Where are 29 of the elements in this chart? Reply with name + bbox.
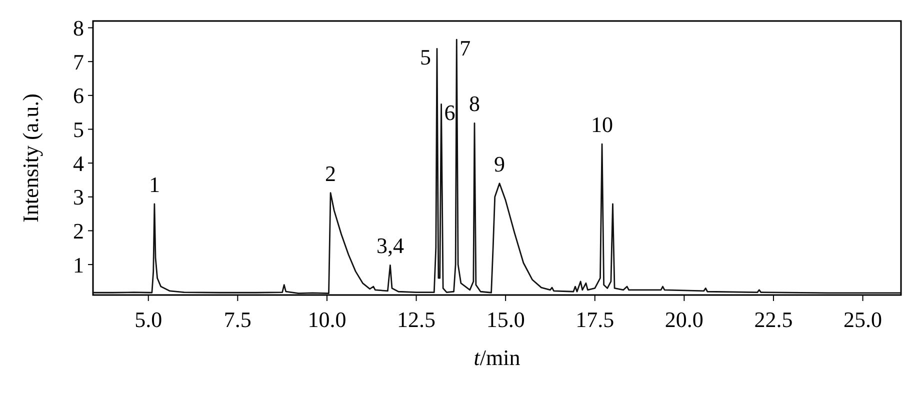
- y-tick-label: 3: [73, 184, 84, 210]
- y-axis-title: Intensity (a.u.): [18, 94, 43, 222]
- x-tick-label: 7.5: [224, 307, 252, 332]
- y-tick-label: 7: [73, 49, 84, 74]
- x-tick-label: 15.0: [486, 307, 525, 332]
- x-tick-label: 10.0: [308, 307, 346, 332]
- annotation: 1: [148, 172, 160, 198]
- line-series: [92, 38, 902, 294]
- x-tick-label: 25.0: [844, 307, 882, 332]
- y-tick-label: 2: [73, 218, 84, 244]
- y-tick-label: 1: [73, 252, 84, 278]
- y-tick-label: 4: [73, 150, 84, 176]
- annotation: 10: [591, 112, 614, 138]
- x-axis-title: t/min: [474, 345, 520, 370]
- x-tick-label: 17.5: [576, 307, 614, 332]
- annotation: 5: [420, 44, 431, 70]
- annotation: 9: [494, 151, 505, 176]
- x-tick-label: 12.5: [397, 307, 436, 332]
- y-tick-label: 6: [73, 83, 84, 108]
- annotation: 3,4: [376, 233, 404, 258]
- y-tick-label: 8: [73, 15, 84, 40]
- annotation: 2: [325, 160, 336, 186]
- annotation: 6: [444, 100, 456, 126]
- annotation: 8: [468, 91, 480, 116]
- y-tick-label: 5: [73, 116, 84, 142]
- x-tick-label: 22.5: [754, 307, 793, 332]
- annotation: 7: [460, 36, 471, 61]
- x-tick-label: 20.0: [664, 307, 704, 332]
- x-tick-label: 5.0: [134, 307, 162, 332]
